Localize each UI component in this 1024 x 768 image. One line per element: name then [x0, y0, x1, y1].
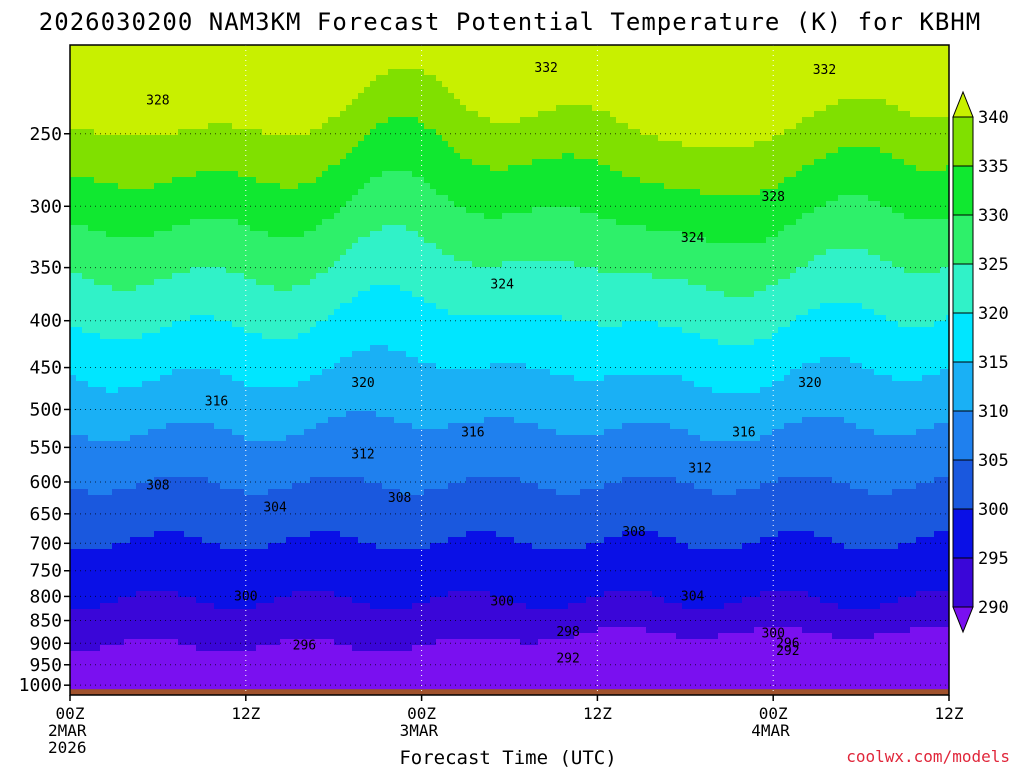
contour-label: 320	[351, 376, 374, 391]
y-tick-label: 1000	[19, 675, 62, 696]
contour-label: 308	[146, 478, 169, 493]
y-tick-label: 300	[29, 196, 62, 217]
colorbar-segment	[952, 116, 974, 167]
contour-label: 328	[761, 190, 784, 205]
contour-label: 316	[461, 426, 484, 441]
colorbar-segment	[952, 165, 974, 216]
y-tick-label: 750	[29, 561, 62, 582]
contour-label: 324	[681, 231, 705, 246]
y-tick-label: 350	[29, 258, 62, 279]
y-tick-label: 400	[29, 311, 62, 332]
y-tick-label: 800	[29, 586, 62, 607]
plot-area: 332 332 328 328 324 324 320 320 316 316 316 312 312 3…	[70, 45, 949, 695]
colorbar-label: 305	[978, 451, 1009, 471]
ground-fill	[70, 689, 949, 695]
contour-label: 312	[351, 448, 374, 463]
y-tick-label: 450	[29, 358, 62, 379]
contour-label: 304	[681, 589, 705, 604]
colorbar-segment	[952, 459, 974, 510]
contour-label: 320	[798, 376, 821, 391]
plot-frame	[69, 44, 950, 696]
y-tick-label: 600	[29, 472, 62, 493]
contour-label: 316	[205, 394, 228, 409]
colorbar-segment	[952, 410, 974, 461]
contour-label: 316	[732, 426, 755, 441]
x-tick-label: 3MAR	[400, 721, 439, 740]
contour-label: 308	[622, 525, 645, 540]
colorbar-label: 335	[978, 157, 1009, 177]
x-tick-label: 2026	[48, 738, 87, 757]
colorbar-label: 295	[978, 549, 1009, 569]
contour-label: 292	[556, 651, 579, 666]
y-tick-label: 950	[29, 655, 62, 676]
colorbar-label: 340	[978, 108, 1009, 128]
contour-label: 324	[490, 277, 514, 292]
y-tick-label: 500	[29, 399, 62, 420]
colorbar-segment	[952, 557, 974, 608]
contour-label: 332	[534, 61, 557, 76]
x-tick-label: 00Z	[407, 704, 436, 723]
x-tick-label: 12Z	[231, 704, 260, 723]
colorbar-label: 300	[978, 500, 1009, 520]
x-axis-title: Forecast Time (UTC)	[399, 747, 616, 768]
y-tick-label: 250	[29, 124, 62, 145]
colorbar-label: 325	[978, 255, 1009, 275]
colorbar-label: 330	[978, 206, 1009, 226]
colorbar-high-arrow	[952, 90, 974, 118]
y-tick-label: 650	[29, 504, 62, 525]
colorbar-label: 290	[978, 598, 1009, 618]
x-tick-label: 00Z	[56, 704, 85, 723]
y-tick-label: 550	[29, 437, 62, 458]
contour-label: 296	[776, 636, 799, 651]
x-tick-label: 12Z	[935, 704, 964, 723]
colorbar: 290 295 300 305 310 315 320 325 330 335 340	[952, 90, 1009, 634]
colorbar-label: 315	[978, 353, 1009, 373]
colorbar-segment	[952, 361, 974, 412]
chart-title: 2026030200 NAM3KM Forecast Potential Tem…	[39, 8, 981, 36]
x-tick-label: 00Z	[759, 704, 788, 723]
contour-label: 300	[761, 626, 784, 641]
contour-label: 332	[813, 63, 836, 78]
watermark: coolwx.com/models	[846, 747, 1010, 766]
y-tick-label: 700	[29, 533, 62, 554]
y-axis: 2503003504004505005506006507007508008509…	[19, 124, 70, 696]
colorbar-label: 320	[978, 304, 1009, 324]
contour-label: 304	[263, 501, 287, 516]
contour-label: 312	[688, 462, 711, 477]
x-tick-label: 12Z	[583, 704, 612, 723]
x-tick-label: 4MAR	[751, 721, 790, 740]
y-tick-label: 850	[29, 611, 62, 632]
colorbar-segment	[952, 508, 974, 559]
contour-label: 296	[293, 638, 316, 653]
colorbar-segment	[952, 312, 974, 363]
colorbar-label: 310	[978, 402, 1009, 422]
colorbar-segment	[952, 263, 974, 314]
contour-label: 298	[556, 625, 579, 640]
contour-label: 308	[388, 491, 411, 506]
contour-label: 300	[490, 594, 513, 609]
colorbar-low-arrow	[952, 606, 974, 634]
y-tick-label: 900	[29, 633, 62, 654]
colorbar-segment	[952, 214, 974, 265]
contour-label: 292	[776, 644, 799, 659]
contour-label: 328	[146, 94, 169, 109]
x-tick-label: 2MAR	[48, 721, 87, 740]
